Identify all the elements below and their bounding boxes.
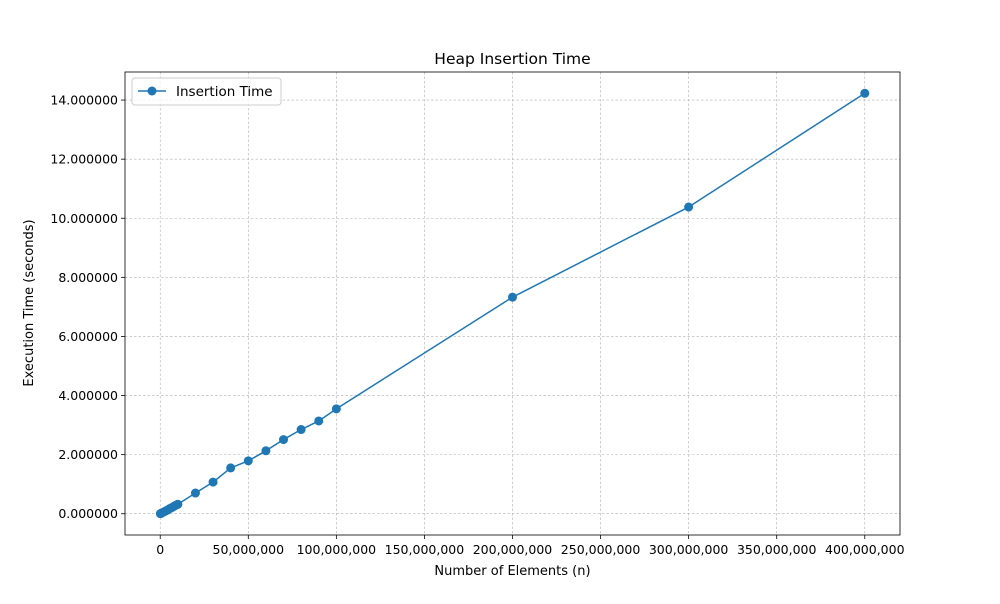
data-point <box>190 488 200 498</box>
data-point <box>508 292 517 302</box>
data-point <box>860 88 870 98</box>
y-tick-label: 14.000000 <box>50 93 118 108</box>
y-axis: 0.000000 2.000000 4.000000 6.000000 8.000000… <box>50 93 125 521</box>
series-layer <box>155 88 870 519</box>
data-point <box>173 499 183 509</box>
x-axis: 0 50,000,000 100,000,000 150,000,000 200,000… <box>156 535 905 557</box>
x-tick-label: 300,000,000 <box>649 542 729 557</box>
legend: Insertion Time <box>131 77 282 106</box>
y-tick-label: 10.000000 <box>50 211 118 226</box>
data-point <box>208 477 218 487</box>
x-tick-label: 350,000,000 <box>737 542 817 557</box>
chart-title: Heap Insertion Time <box>434 50 590 68</box>
x-tick-label: 250,000,000 <box>561 542 641 557</box>
data-point <box>261 446 271 456</box>
grid <box>125 72 900 535</box>
x-tick-label: 150,000,000 <box>385 542 465 557</box>
x-tick-label: 400,000,000 <box>825 542 905 557</box>
y-tick-label: 8.000000 <box>58 270 118 285</box>
x-tick-label: 200,000,000 <box>473 542 553 557</box>
data-point <box>314 416 324 426</box>
legend-box <box>131 77 282 106</box>
y-tick-label: 0.000000 <box>58 506 118 521</box>
x-tick-label: 100,000,000 <box>297 542 377 557</box>
data-point <box>331 404 341 414</box>
y-tick-label: 12.000000 <box>50 152 118 167</box>
data-point <box>226 463 236 473</box>
x-tick-label: 50,000,000 <box>213 542 285 557</box>
y-tick-label: 2.000000 <box>58 447 118 462</box>
y-tick-label: 6.000000 <box>58 329 118 344</box>
x-axis-title: Number of Elements (n) <box>434 564 590 579</box>
legend-label: Insertion Time <box>176 84 273 100</box>
y-tick-label: 4.000000 <box>58 388 118 403</box>
data-point <box>296 425 306 435</box>
legend-marker <box>147 86 157 96</box>
data-point <box>279 435 289 445</box>
data-point <box>684 202 694 212</box>
x-tick-label: 0 <box>156 542 164 557</box>
y-axis-title: Execution Time (seconds) <box>22 219 37 386</box>
data-point <box>243 456 253 466</box>
